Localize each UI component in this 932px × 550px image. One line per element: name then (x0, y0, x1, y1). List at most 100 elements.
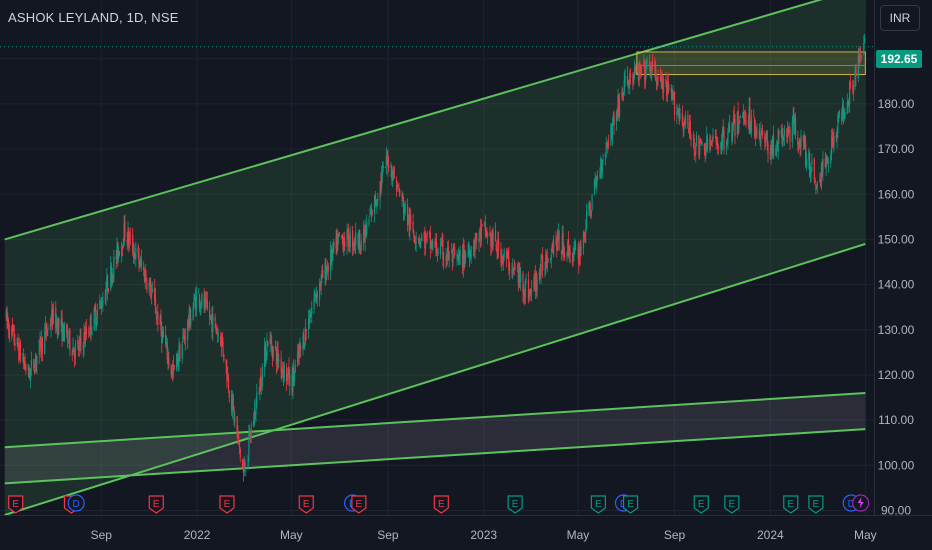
candle-body (210, 314, 212, 319)
candle-body (414, 240, 417, 242)
candle-body (711, 140, 713, 142)
candle-body (346, 229, 348, 247)
candle-body (673, 93, 675, 95)
band-top-line (4, 392, 866, 449)
earnings-icon: E (724, 495, 740, 514)
candle-body (765, 133, 768, 139)
candle-body (567, 241, 569, 255)
candle-body (66, 325, 68, 334)
candle-body (745, 119, 747, 123)
candle-body (271, 342, 273, 350)
candle-body (594, 181, 596, 184)
candle-body (214, 317, 216, 322)
candle-body (545, 254, 547, 268)
currency-button[interactable]: INR (880, 5, 920, 31)
candle-body (117, 242, 119, 260)
candle-body (336, 234, 338, 252)
candle-body (209, 309, 211, 319)
time-axis[interactable]: Sep 2022 May Sep 2023 May Sep 2024 May (91, 528, 877, 542)
x-tick-label: Sep (377, 528, 399, 542)
candle-body (596, 177, 598, 188)
candle-body (743, 112, 745, 120)
candle-body (558, 231, 560, 250)
candle-body (717, 142, 719, 149)
candle-body (858, 54, 860, 61)
candle-body (24, 360, 26, 368)
candle-body (187, 321, 190, 327)
candle-body (23, 361, 25, 364)
y-tick-label: 150.00 (878, 232, 915, 246)
resistance-zone (636, 51, 866, 76)
candle-body (143, 269, 146, 282)
candle-body (441, 241, 443, 243)
candle-body (556, 240, 558, 250)
candle-body (292, 368, 294, 393)
candle-body (446, 258, 448, 260)
candle-body (330, 249, 332, 264)
candle-body (769, 151, 771, 160)
candle-body (430, 242, 432, 247)
candle-body (579, 247, 581, 257)
candle-body (309, 319, 311, 322)
candle-body (830, 155, 832, 164)
candle-body (655, 80, 658, 84)
candle-body (709, 139, 711, 152)
candle-body (349, 232, 351, 247)
candle-body (666, 83, 669, 97)
candle-body (311, 308, 313, 315)
candle-body (646, 59, 648, 64)
candle-body (56, 320, 58, 334)
candle-body (380, 180, 382, 187)
candle-body (264, 343, 267, 363)
candle-body (11, 324, 14, 331)
candle-body (423, 233, 425, 236)
candle-body (469, 258, 471, 261)
candle-body (819, 179, 821, 182)
candle-body (382, 165, 384, 169)
candle-body (540, 258, 542, 276)
candle-body (530, 289, 532, 292)
candle-body (68, 329, 70, 340)
candle-body (852, 86, 854, 92)
candle-body (96, 309, 98, 319)
candle-body (217, 334, 219, 336)
candle-body (249, 430, 251, 435)
candle-body (512, 267, 514, 271)
candle-body (28, 366, 30, 378)
candle-body (584, 235, 586, 237)
candle-body (205, 298, 207, 301)
candle-body (750, 129, 752, 133)
candle-body (385, 155, 387, 166)
candle-body (863, 38, 866, 44)
candle-body (381, 174, 383, 189)
candle-body (783, 129, 786, 137)
candle-body (802, 136, 804, 142)
candle-body (854, 70, 856, 87)
candle-body (110, 267, 113, 282)
candle-body (401, 195, 403, 198)
candle-body (622, 95, 624, 97)
candle-body (313, 298, 315, 309)
candle-body (176, 353, 179, 366)
y-tick-label: 160.00 (878, 187, 915, 201)
candle-body (794, 119, 796, 134)
candle-body (74, 344, 76, 357)
candle-body (542, 255, 544, 271)
candle-body (683, 121, 685, 131)
candle-body (731, 130, 733, 141)
candle-body (503, 250, 505, 259)
candle-body (216, 333, 219, 335)
candle-body (605, 142, 607, 154)
candle-body (710, 141, 713, 146)
candle-body (44, 325, 47, 330)
candle-body (661, 78, 663, 83)
candle-body (99, 301, 102, 304)
candle-body (192, 307, 194, 321)
candle-body (184, 337, 186, 341)
candle-body (451, 250, 453, 263)
candle-body (511, 271, 513, 274)
candle-body (498, 240, 500, 249)
candle-body (357, 233, 359, 246)
candle-body (66, 330, 69, 341)
